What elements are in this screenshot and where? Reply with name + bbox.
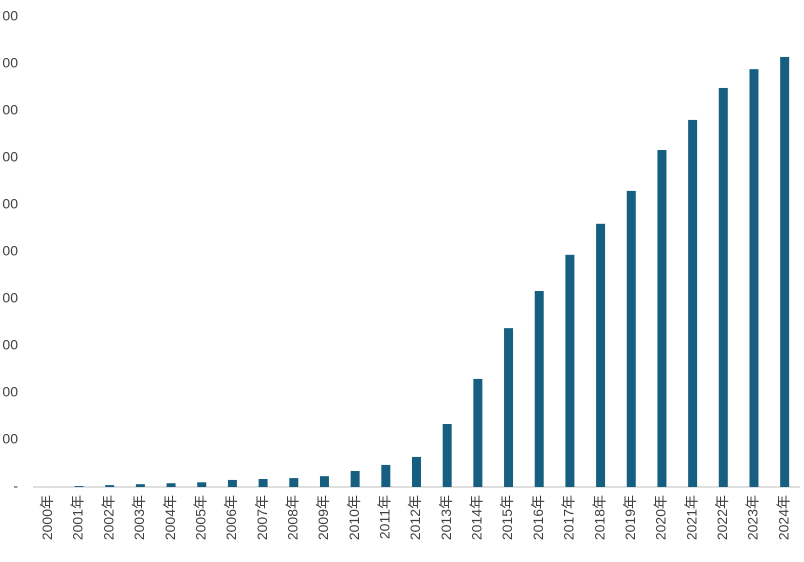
x-tick-label: 2015年 [499,495,515,540]
bar [350,471,360,487]
bar [504,328,514,487]
bar [473,378,483,487]
x-tick-label: 2004年 [162,495,178,540]
bar [74,486,84,487]
bar [105,485,115,487]
x-tick-label: 2008年 [284,495,300,540]
y-tick-label: 00 [2,243,18,259]
bar [227,479,237,487]
x-tick-label: 2003年 [131,495,147,540]
x-tick-label: 2000年 [39,495,55,540]
bar [534,291,544,487]
x-tick-label: 2012年 [407,495,423,540]
x-tick-label: 2007年 [254,495,270,540]
x-tick-label: 2022年 [714,495,730,540]
x-tick-label: 2016年 [530,495,546,540]
y-tick-label: 00 [2,337,18,353]
bar [749,69,759,488]
bar [442,424,452,487]
bar [289,478,299,487]
y-tick-label: 00 [2,8,18,24]
x-tick-label: 2023年 [745,495,761,540]
x-tick-label: 2020年 [653,495,669,540]
y-tick-label: - [13,478,18,494]
bar [565,254,575,487]
x-tick-label: 2018年 [591,495,607,540]
bar [688,119,698,488]
bar [166,483,176,487]
x-tick-label: 2006年 [223,495,239,540]
bar [780,56,790,487]
x-tick-label: 2021年 [683,495,699,540]
bar [258,479,268,487]
x-tick-label: 2009年 [315,495,331,540]
bar [197,482,207,487]
x-tick-label: 2005年 [192,495,208,540]
x-tick-label: 2002年 [100,495,116,540]
x-tick-label: 2010年 [346,495,362,540]
bar [381,464,391,487]
x-tick-label: 2024年 [775,495,791,540]
bar [319,476,329,487]
bar [718,87,728,487]
x-tick-label: 2001年 [70,495,86,540]
y-tick-label: 00 [2,196,18,212]
y-tick-label: 00 [2,102,18,118]
bar [626,190,636,487]
x-tick-label: 2017年 [561,495,577,540]
y-tick-label: 00 [2,149,18,165]
y-tick-label: 00 [2,290,18,306]
bar [596,223,606,488]
y-tick-label: 00 [2,384,18,400]
bar [412,456,421,487]
x-tick-label: 2013年 [438,495,454,540]
bar [135,484,145,487]
x-tick-label: 2019年 [622,495,638,540]
x-tick-label: 2014年 [469,495,485,540]
y-tick-label: 00 [2,431,18,447]
bar [657,150,667,487]
y-tick-label: 00 [2,55,18,71]
x-tick-label: 2011年 [377,495,393,539]
